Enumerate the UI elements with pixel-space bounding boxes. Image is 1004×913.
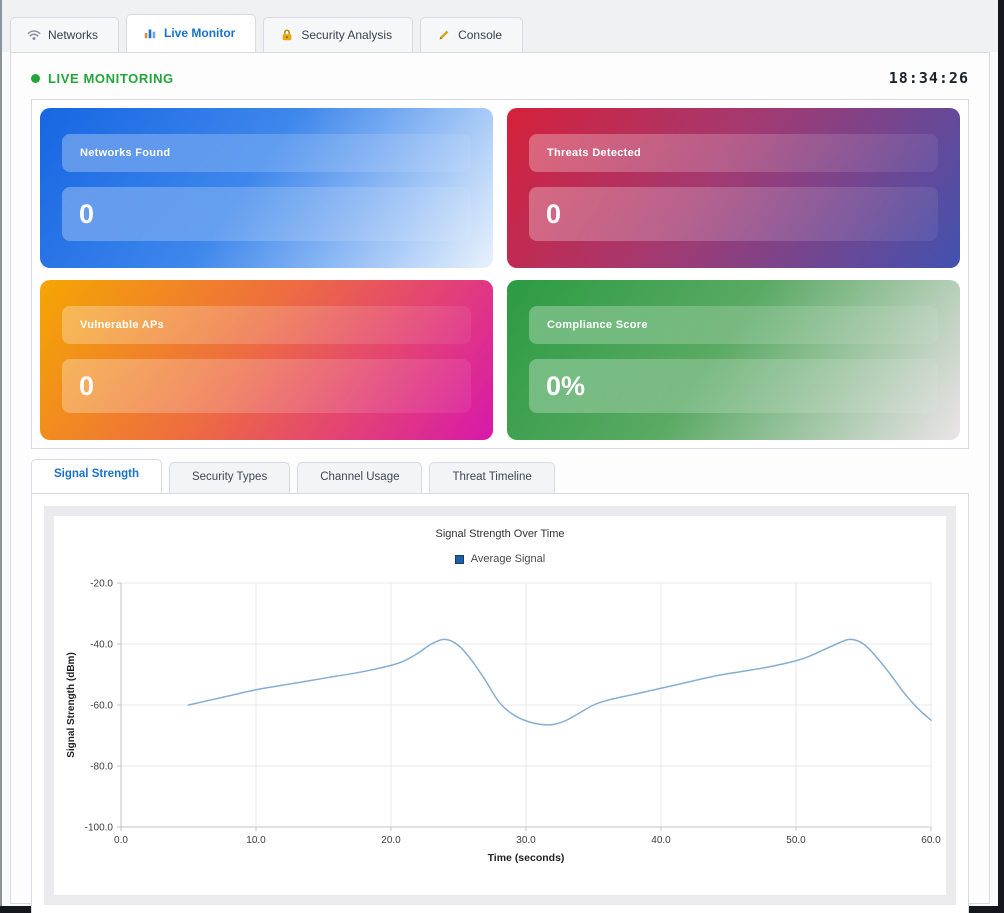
tab-console-label: Console bbox=[458, 27, 503, 42]
stat-label: Compliance Score bbox=[529, 306, 938, 344]
subtab-channel-usage[interactable]: Channel Usage bbox=[297, 462, 423, 493]
svg-text:10.0: 10.0 bbox=[246, 835, 266, 846]
main-tab-bar: Networks Live Monitor Security Analysis bbox=[2, 0, 998, 52]
live-monitor-header: LIVE MONITORING 18:34:26 bbox=[11, 53, 989, 99]
subtab-label: Signal Strength bbox=[54, 468, 139, 480]
lock-icon bbox=[282, 28, 292, 40]
tab-live-monitor-label: Live Monitor bbox=[164, 26, 236, 40]
chart-panel: Signal Strength Over Time Average Signal… bbox=[31, 493, 969, 913]
chart-inset: Signal Strength Over Time Average Signal… bbox=[44, 506, 956, 905]
stat-card-threats-detected: Threats Detected 0 bbox=[507, 108, 960, 268]
stat-value: 0% bbox=[529, 359, 938, 413]
svg-text:50.0: 50.0 bbox=[786, 835, 806, 846]
svg-text:Time (seconds): Time (seconds) bbox=[488, 852, 565, 864]
chart-legend: Average Signal bbox=[54, 553, 946, 565]
svg-text:-80.0: -80.0 bbox=[90, 762, 113, 773]
tab-networks-label: Networks bbox=[48, 27, 99, 42]
svg-text:-40.0: -40.0 bbox=[90, 640, 113, 651]
subtab-label: Threat Timeline bbox=[452, 471, 532, 483]
svg-text:-100.0: -100.0 bbox=[85, 823, 114, 834]
subtab-signal-strength[interactable]: Signal Strength bbox=[31, 459, 162, 493]
svg-text:60.0: 60.0 bbox=[921, 835, 941, 846]
legend-marker bbox=[454, 554, 464, 564]
live-monitor-panel: LIVE MONITORING 18:34:26 Networks Found … bbox=[10, 52, 990, 913]
svg-text:-20.0: -20.0 bbox=[90, 579, 113, 590]
stat-value: 0 bbox=[62, 187, 471, 241]
tab-security-analysis[interactable]: Security Analysis bbox=[263, 17, 414, 52]
tab-security-analysis-label: Security Analysis bbox=[301, 27, 393, 42]
subtab-security-types[interactable]: Security Types bbox=[168, 462, 291, 493]
stat-card-networks-found: Networks Found 0 bbox=[40, 108, 493, 268]
stat-value: 0 bbox=[529, 187, 938, 241]
tab-networks[interactable]: Networks bbox=[10, 17, 120, 52]
tab-live-monitor[interactable]: Live Monitor bbox=[126, 14, 257, 52]
svg-text:30.0: 30.0 bbox=[516, 835, 536, 846]
svg-text:20.0: 20.0 bbox=[381, 835, 401, 846]
chart-title: Signal Strength Over Time bbox=[435, 528, 565, 540]
bar-chart-icon bbox=[144, 29, 156, 39]
legend-label: Average Signal bbox=[470, 553, 546, 565]
stat-label: Networks Found bbox=[62, 134, 471, 172]
stat-card-compliance-score: Compliance Score 0% bbox=[507, 280, 960, 440]
pencil-icon bbox=[439, 30, 449, 39]
stat-value: 0 bbox=[62, 359, 471, 413]
svg-text:40.0: 40.0 bbox=[651, 835, 671, 846]
subtab-threat-timeline[interactable]: Threat Timeline bbox=[429, 462, 555, 493]
live-status-dot bbox=[31, 73, 40, 83]
chart-tab-bar: Signal Strength Security Types Channel U… bbox=[31, 459, 969, 493]
signal-chart-svg: -20.0 -40.0 -60.0 -80.0 -100.00.0 10.0 20.0 30.… bbox=[66, 579, 941, 865]
svg-text:Signal Strength (dBm): Signal Strength (dBm) bbox=[66, 652, 77, 758]
chart-canvas-area: Signal Strength Over Time Average Signal… bbox=[54, 516, 946, 895]
tab-console[interactable]: Console bbox=[420, 17, 524, 52]
svg-text:-60.0: -60.0 bbox=[90, 701, 113, 712]
wifi-icon bbox=[27, 29, 41, 40]
subtab-label: Security Types bbox=[191, 471, 268, 483]
subtab-label: Channel Usage bbox=[320, 471, 400, 483]
live-monitoring-title: LIVE MONITORING bbox=[48, 70, 174, 86]
clock-time: 18:34:26 bbox=[888, 69, 969, 87]
stat-card-vulnerable-aps: Vulnerable APs 0 bbox=[40, 280, 493, 440]
stat-label: Vulnerable APs bbox=[62, 306, 471, 344]
stats-grid: Networks Found 0 Threats Detected 0 Vuln… bbox=[31, 99, 969, 449]
svg-text:0.0: 0.0 bbox=[114, 835, 128, 846]
stat-label: Threats Detected bbox=[529, 134, 938, 172]
